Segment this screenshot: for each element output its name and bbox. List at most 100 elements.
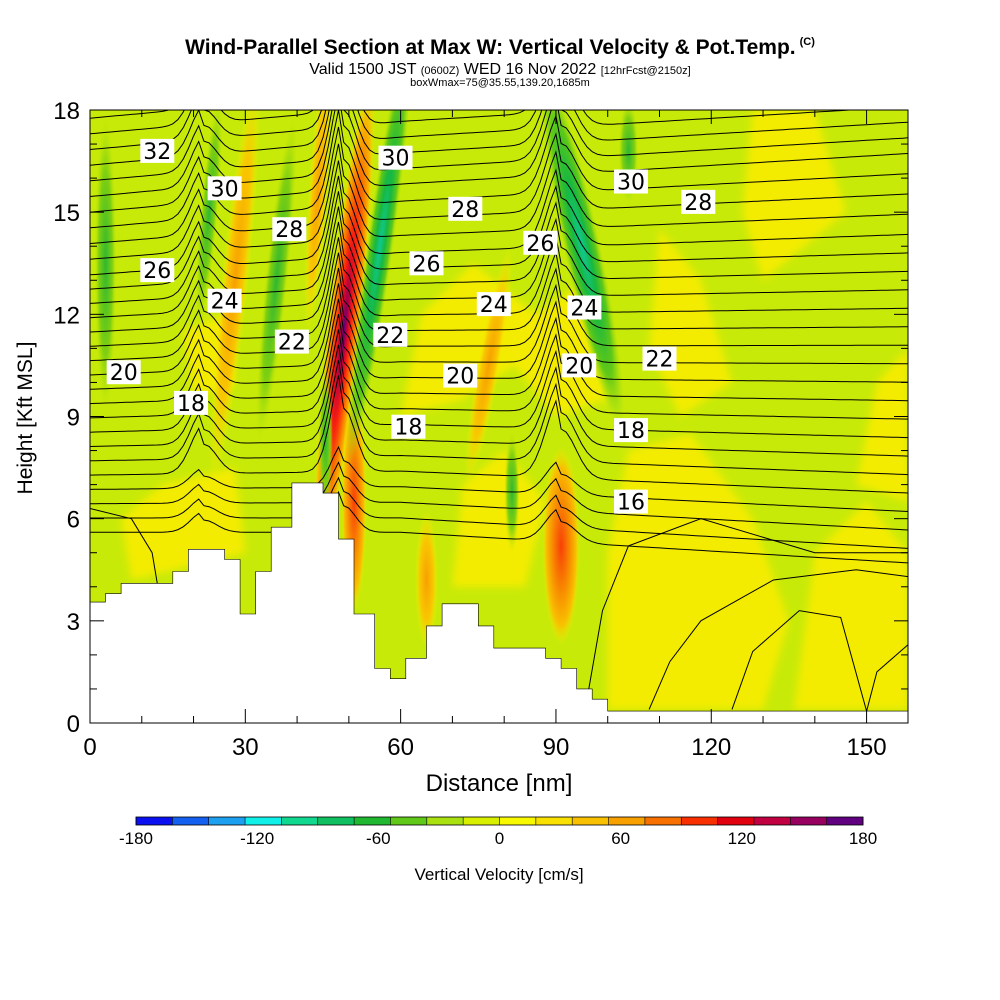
contour-label-text-19: 28	[684, 191, 712, 216]
velocity-core-7	[346, 110, 414, 466]
contour-label-text-17: 20	[565, 354, 593, 379]
x-tick-label-60: 60	[387, 734, 414, 761]
contour-label-16: 24	[567, 295, 602, 322]
velocity-core-8	[538, 110, 625, 430]
theta-contour-25	[90, 110, 858, 166]
x-tick-label-150: 150	[847, 734, 887, 761]
contour-label-box-11	[476, 292, 511, 317]
x-axis-label: Distance [nm]	[426, 770, 573, 797]
contour-label-5: 22	[274, 329, 309, 356]
contour-label-text-0: 32	[143, 140, 171, 165]
y-axis-label: Height [Kft MSL]	[14, 342, 37, 495]
contour-label-4: 24	[207, 288, 242, 315]
contour-label-0: 32	[140, 138, 175, 165]
contour-label-box-14	[391, 414, 426, 439]
colorbar-label--60: -60	[366, 829, 391, 848]
contour-label-13: 20	[443, 363, 478, 390]
contour-label-9: 28	[448, 196, 483, 223]
colorbar-swatch-10	[499, 817, 537, 825]
colorbar-label-180: 180	[849, 829, 877, 848]
contour-label-17: 20	[562, 353, 597, 379]
contour-label-box-0	[140, 138, 175, 163]
colorbar-swatch-8	[426, 817, 464, 825]
contour-label-text-10: 26	[413, 252, 441, 277]
contour-label-text-18: 30	[617, 171, 645, 196]
contour-label-box-20	[642, 346, 677, 371]
velocity-core-10	[94, 110, 117, 417]
colorbar-label-60: 60	[611, 829, 630, 848]
contour-label-18: 30	[614, 169, 648, 196]
theta-contour-21	[90, 110, 908, 229]
theta-contour-16	[90, 191, 908, 304]
theta-contour-26	[90, 110, 526, 150]
contour-label-text-9: 28	[451, 198, 479, 223]
contour-label-box-17	[562, 353, 597, 378]
x-tick-label-0: 0	[83, 734, 96, 761]
colorbar-label-0: 0	[495, 829, 504, 848]
contour-label-box-9	[448, 196, 483, 221]
y-tick-label-18: 18	[53, 98, 80, 125]
contour-label-22: 16	[614, 489, 648, 516]
contour-label-21: 18	[614, 418, 648, 444]
contour-label-box-1	[207, 176, 242, 201]
colorbar-label: Vertical Velocity [cm/s]	[414, 865, 583, 884]
theta-contour-12	[90, 252, 908, 362]
contour-label-15: 26	[523, 230, 558, 257]
contour-label-box-3	[140, 258, 175, 283]
theta-contour-0	[90, 490, 908, 564]
contour-label-text-1: 30	[211, 177, 239, 202]
contour-label-2: 28	[272, 217, 307, 243]
contour-label-text-16: 24	[570, 297, 598, 322]
contour-label-1: 30	[207, 176, 242, 202]
colorbar-swatch-14	[644, 817, 682, 825]
colorbar-swatch-15	[681, 817, 718, 825]
theta-contour-20	[90, 126, 908, 244]
contour-label-text-20: 22	[646, 348, 674, 373]
theta-contour-7	[90, 329, 908, 439]
theta-contour-33	[90, 0, 908, 40]
contour-label-box-7	[174, 390, 208, 415]
theta-contour-low-0	[90, 508, 158, 584]
theta-contour-24	[90, 110, 908, 182]
contour-label-6: 20	[106, 360, 141, 386]
velocity-core-9	[255, 110, 298, 450]
colorbar-swatch-6	[354, 817, 391, 825]
contour-label-box-4	[207, 288, 242, 313]
contour-label-box-8	[378, 145, 413, 170]
chart-title: Wind-Parallel Section at Max W: Vertical…	[185, 36, 815, 59]
theta-contour-low-3	[731, 610, 868, 712]
theta-contour-29	[90, 0, 908, 103]
velocity-core-4	[304, 110, 332, 332]
theta-contour-11	[90, 267, 908, 376]
contour-label-box-5	[274, 329, 309, 354]
theta-contour-low-1	[586, 518, 908, 700]
theta-contour-17	[90, 175, 908, 290]
contour-label-text-15: 26	[526, 232, 554, 257]
contour-label-20: 22	[642, 346, 677, 373]
theta-contour-18	[90, 160, 908, 276]
contour-label-19: 28	[681, 189, 716, 216]
contour-label-text-5: 22	[278, 331, 306, 356]
weak-updraft-region-3	[794, 501, 908, 710]
colorbar-swatch-7	[390, 817, 428, 825]
plot-area: 32 30 28 26 24 22 20 18 30 28 26 24 22 20 18 26 24 20 30 28…	[90, 0, 908, 723]
colorbar-swatch-17	[753, 817, 791, 825]
theta-contour-30	[90, 0, 908, 87]
contour-label-text-4: 24	[211, 290, 239, 315]
contour-label-box-2	[272, 217, 307, 242]
contour-label-box-21	[614, 418, 648, 443]
contour-label-3: 26	[140, 258, 175, 284]
colorbar-swatch-4	[281, 817, 319, 825]
contour-label-text-12: 22	[376, 324, 404, 349]
contour-label-text-11: 24	[480, 293, 508, 318]
contour-label-box-12	[373, 322, 408, 347]
x-tick-label-90: 90	[543, 734, 570, 761]
theta-contour-19	[90, 143, 908, 260]
theta-contour-3	[90, 445, 908, 512]
colorbar-swatch-12	[572, 817, 609, 825]
theta-contour-28	[90, 110, 170, 119]
contour-labels: 32 30 28 26 24 22 20 18 30 28 26 24 22 20 18 26 24 20 30 28…	[106, 138, 716, 516]
y-tick-label-12: 12	[53, 302, 80, 329]
weak-updraft-region-4	[856, 348, 908, 502]
